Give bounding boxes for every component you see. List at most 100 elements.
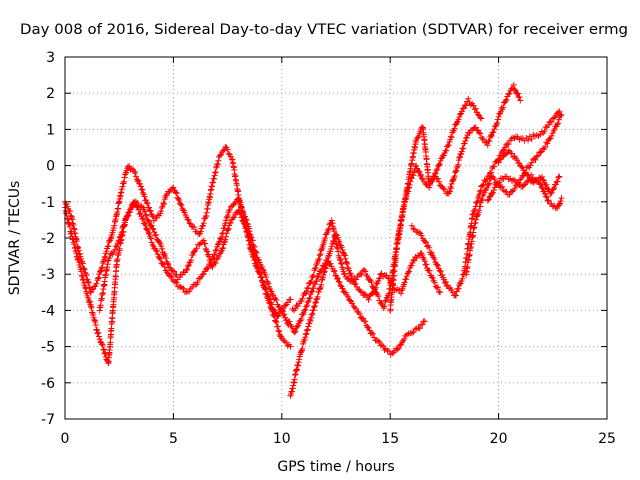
data-point: [472, 216, 479, 223]
y-tick-label: -1: [41, 195, 55, 211]
data-point: [421, 258, 428, 265]
data-point: [179, 284, 186, 291]
data-point: [199, 271, 206, 278]
data-point: [451, 125, 458, 132]
data-point: [416, 325, 423, 332]
data-point: [295, 362, 302, 369]
series-track-3: [96, 196, 292, 328]
data-point: [273, 319, 280, 326]
data-point: [93, 280, 100, 287]
data-point: [541, 128, 548, 135]
data-point: [177, 201, 184, 208]
data-point: [343, 259, 350, 266]
data-point: [160, 261, 167, 268]
data-point: [475, 111, 482, 118]
data-point: [225, 225, 232, 232]
data-point: [200, 237, 207, 244]
data-point: [78, 268, 85, 275]
data-point: [93, 326, 100, 333]
data-point: [80, 265, 87, 272]
data-point: [415, 133, 422, 140]
data-point: [266, 300, 273, 307]
data-point: [423, 261, 430, 268]
data-point: [434, 262, 441, 269]
data-point: [265, 280, 272, 287]
data-point: [252, 248, 259, 255]
data-point: [341, 270, 348, 277]
data-point: [479, 196, 486, 203]
data-point: [525, 137, 532, 144]
data-point: [445, 142, 452, 149]
data-point: [558, 111, 565, 118]
data-point: [278, 307, 285, 314]
y-tick-label: 0: [46, 159, 55, 175]
data-point: [264, 278, 271, 285]
data-point: [253, 249, 260, 256]
data-point: [118, 229, 125, 236]
data-point: [158, 245, 165, 252]
data-point: [259, 264, 266, 271]
data-point: [435, 288, 442, 295]
data-point: [211, 172, 218, 179]
data-point: [381, 346, 388, 353]
data-point: [76, 250, 83, 257]
x-tick-label: 0: [61, 431, 70, 447]
data-point: [486, 137, 493, 144]
data-point: [140, 189, 147, 196]
data-point: [291, 329, 298, 336]
data-point: [220, 147, 227, 154]
data-point: [128, 165, 135, 172]
data-point: [360, 315, 367, 322]
data-point: [215, 157, 222, 164]
data-point: [472, 220, 479, 227]
data-point: [410, 172, 417, 179]
data-point: [358, 271, 365, 278]
data-point: [82, 285, 89, 292]
data-point: [488, 133, 495, 140]
data-point: [231, 214, 238, 221]
data-point: [178, 202, 185, 209]
data-point: [95, 333, 102, 340]
data-point: [217, 152, 224, 159]
data-point: [456, 113, 463, 120]
data-point: [318, 247, 325, 254]
data-point: [172, 278, 179, 285]
data-point: [217, 235, 224, 242]
data-point: [92, 319, 99, 326]
data-point: [75, 256, 82, 263]
data-point: [317, 251, 324, 258]
data-point: [137, 210, 144, 217]
data-point: [184, 263, 191, 270]
data-point: [125, 212, 132, 219]
data-point: [272, 318, 279, 325]
data-point: [470, 102, 477, 109]
x-tick-label: 10: [273, 431, 291, 447]
data-point: [454, 164, 461, 171]
data-point: [352, 305, 359, 312]
data-point: [472, 105, 479, 112]
data-point: [165, 188, 172, 195]
data-point: [138, 186, 145, 193]
data-point: [365, 296, 372, 303]
data-point: [302, 306, 309, 313]
data-point: [147, 208, 154, 215]
data-point: [180, 285, 187, 292]
data-point: [403, 273, 410, 280]
data-point: [242, 213, 249, 220]
data-point: [405, 269, 412, 276]
data-point: [498, 155, 505, 162]
data-point: [459, 275, 466, 282]
data-point: [159, 260, 166, 267]
data-point: [90, 312, 97, 319]
data-point: [365, 324, 372, 331]
data-point: [287, 343, 294, 350]
data-point: [434, 166, 441, 173]
data-point: [349, 300, 356, 307]
data-point: [437, 268, 444, 275]
data-point: [114, 243, 121, 250]
data-point: [154, 251, 161, 258]
data-point: [344, 293, 351, 300]
data-point: [239, 208, 246, 215]
data-point: [342, 255, 349, 262]
data-point: [91, 317, 98, 324]
